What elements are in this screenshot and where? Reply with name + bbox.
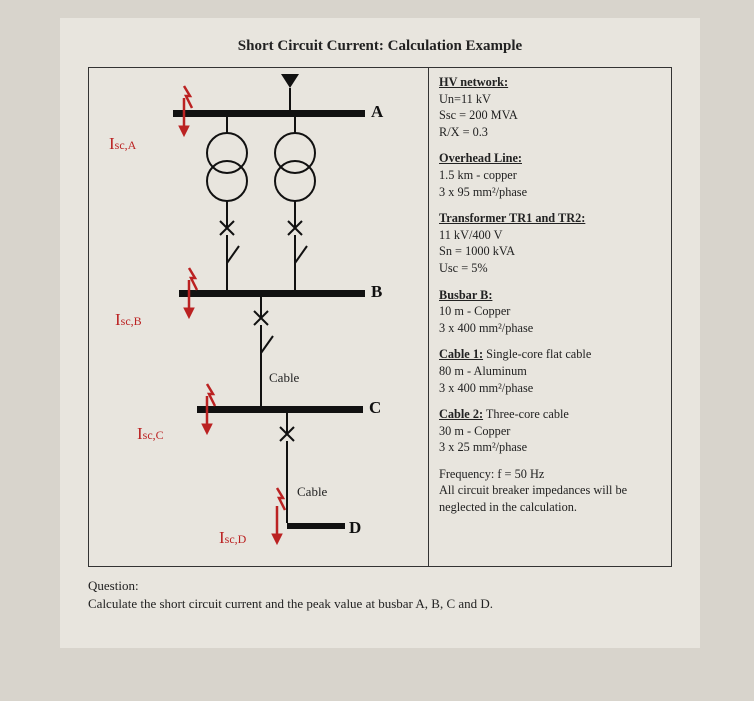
c2-line: 3 x 25 mm²/phase [439,439,663,456]
c1-heading: Cable 1: Single-core flat cable [439,346,663,363]
busbar-b [179,290,365,297]
busbar-d [287,523,345,529]
node-d-label: D [349,518,361,538]
hv-network-section: HV network: Un=11 kV Ssc = 200 MVA R/X =… [439,74,663,140]
source-triangle-icon [281,74,299,88]
busbar-c [197,406,363,413]
transformer-section: Transformer TR1 and TR2: 11 kV/400 V Sn … [439,210,663,276]
c1-line: 3 x 400 mm²/phase [439,380,663,397]
question-block: Question: Calculate the short circuit cu… [88,577,672,612]
node-c-label: C [369,398,381,418]
ohl-line: 1.5 km - copper [439,167,663,184]
busbar-a [173,110,365,117]
freq-line: Frequency: f = 50 Hz [439,466,663,483]
ohl-line: 3 x 95 mm²/phase [439,184,663,201]
hv-line: Un=11 kV [439,91,663,108]
tr-heading: Transformer TR1 and TR2: [439,210,663,227]
page-title: Short Circuit Current: Calculation Examp… [88,38,672,55]
bb-line: 10 m - Copper [439,303,663,320]
page: Short Circuit Current: Calculation Examp… [60,18,700,648]
isc-c-label: Isc,C [137,424,164,444]
content-frame: A B C D Isc,A Isc,B Isc,C Isc,D Cable Ca… [88,67,672,567]
data-column: HV network: Un=11 kV Ssc = 200 MVA R/X =… [429,68,671,566]
diagram: A B C D Isc,A Isc,B Isc,C Isc,D Cable Ca… [89,68,429,566]
cable1-section: Cable 1: Single-core flat cable 80 m - A… [439,346,663,396]
bb-line: 3 x 400 mm²/phase [439,320,663,337]
isc-d-label: Isc,D [219,528,246,548]
tr-line: Sn = 1000 kVA [439,243,663,260]
hv-line: R/X = 0.3 [439,124,663,141]
ohl-heading: Overhead Line: [439,150,663,167]
isc-a-label: Isc,A [109,134,136,154]
c2-line: 30 m - Copper [439,423,663,440]
cable2-label: Cable [297,484,327,500]
cable2-section: Cable 2: Three-core cable 30 m - Copper … [439,406,663,456]
cable1-label: Cable [269,370,299,386]
c1-line: 80 m - Aluminum [439,363,663,380]
overhead-line-section: Overhead Line: 1.5 km - copper 3 x 95 mm… [439,150,663,200]
tr-line: 11 kV/400 V [439,227,663,244]
breaker-icon [220,221,302,235]
hv-line: Ssc = 200 MVA [439,107,663,124]
isc-arrow-icon [272,488,285,544]
freq-line: All circuit breaker impedances will be n… [439,482,663,515]
question-text: Calculate the short circuit current and … [88,595,672,613]
tr-line: Usc = 5% [439,260,663,277]
isc-b-label: Isc,B [115,310,142,330]
node-b-label: B [371,282,382,302]
hv-heading: HV network: [439,74,663,91]
frequency-section: Frequency: f = 50 Hz All circuit breaker… [439,466,663,516]
transformer1-bot [207,161,247,201]
question-heading: Question: [88,577,672,595]
bb-heading: Busbar B: [439,287,663,304]
c2-heading: Cable 2: Three-core cable [439,406,663,423]
transformer2-bot [275,161,315,201]
node-a-label: A [371,102,383,122]
busbar-b-section: Busbar B: 10 m - Copper 3 x 400 mm²/phas… [439,287,663,337]
